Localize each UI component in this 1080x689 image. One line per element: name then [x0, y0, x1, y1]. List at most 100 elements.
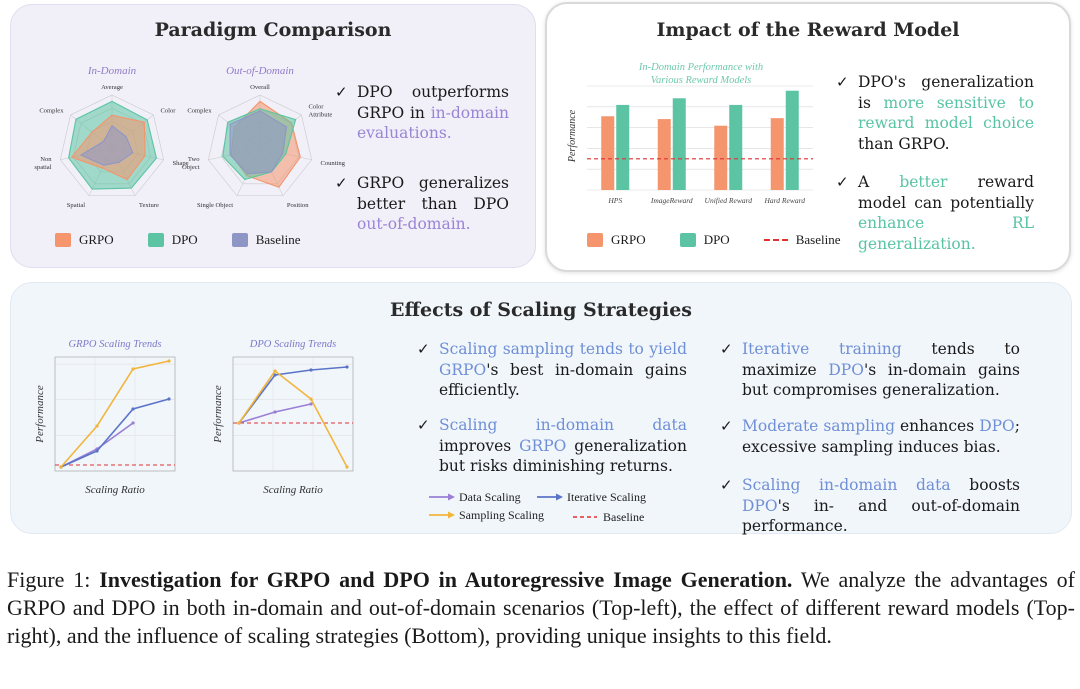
legend-label: GRPO — [611, 232, 646, 247]
line-chart-xlabel: Scaling Ratio — [85, 484, 145, 496]
bullet-highlight: Moderate sampling — [742, 417, 895, 435]
radar-grid-ring — [60, 94, 164, 197]
radar-axis-label-line: Texture — [139, 202, 159, 209]
bullet-highlight: Scaling in-domain data — [439, 416, 687, 434]
bullet-text: GRPO generalizes better than DPO — [357, 174, 509, 213]
bullet-text: improves — [439, 436, 520, 455]
caption-text: We analyze the advantages of GRPO and DP… — [7, 567, 1075, 648]
radar-axis-label-line: Shape — [172, 160, 188, 167]
grpo-scaling-chart: GRPO Scaling Trends Performance Scaling Ra… — [34, 339, 176, 496]
bullet-text: boosts — [950, 476, 1021, 494]
legend-label: Iterative Scaling — [567, 490, 646, 504]
line-point — [273, 373, 277, 377]
bullet-text: ; excessive sampling induces bias. — [742, 417, 1020, 456]
legend-arrow-icon — [448, 511, 455, 519]
line-point — [95, 424, 99, 428]
line-chart-ylabel: Performance — [34, 385, 46, 444]
radar-axis-label: Two Object — [182, 156, 200, 171]
paradigm-bullet-2: ✓ GRPO generalizes better than DPO out-o… — [335, 173, 509, 235]
reward-bullet-1: ✓ DPO's generalization is more sensitive… — [836, 72, 1034, 154]
line-chart-frame — [54, 356, 176, 472]
reward-bar-chart: In-Domain Performance with Various Rewar… — [567, 62, 813, 205]
bar-dpo-3 — [785, 90, 799, 190]
check-icon: ✓ — [720, 340, 733, 358]
radar-axis-label-line: Average — [101, 84, 123, 91]
radar-axis-label-line: Color — [308, 103, 324, 110]
radar-out-domain-title: Out-of-Domain — [226, 65, 294, 77]
paradigm-bullet-1: ✓ DPO outperforms GRPO in in-domain eval… — [335, 82, 509, 144]
line-chart-title: GRPO Scaling Trends — [69, 339, 162, 350]
bar-chart-marks: HPS ImageReward Unified Reward Hard Reward — [587, 90, 813, 205]
bullet-text: 's in- and out-of-domain performance. — [742, 496, 1020, 536]
radar-in-domain: Average Color Shape Texture Spatial Non spatia… — [34, 84, 188, 209]
line-point — [345, 365, 349, 369]
reward-model-panel: Impact of the Reward Model In-Domain Per… — [545, 2, 1071, 272]
line-chart-xlabel: Scaling Ratio — [263, 484, 323, 496]
line-series-data-scaling — [60, 422, 134, 468]
check-icon: ✓ — [335, 83, 348, 101]
line-point — [309, 368, 313, 372]
bullet-highlight: enhance RL generalization. — [858, 214, 1034, 253]
bullet-text: than GRPO. — [858, 134, 950, 153]
bar-chart-title-line2: Various Reward Models — [651, 75, 752, 86]
line-point — [131, 421, 135, 425]
bullet-highlight: in-domain evaluations. — [357, 103, 509, 143]
legend-swatch — [55, 233, 71, 247]
radar-axis-label: Complex — [187, 107, 212, 114]
bullet-highlight: better — [899, 173, 948, 191]
radar-axis-label-line: Complex — [39, 107, 64, 114]
bullet-text: DPO outperforms GRPO in — [357, 83, 509, 122]
reward-title: Impact of the Reward Model — [656, 19, 960, 41]
line-series-sampling-scaling — [238, 369, 348, 468]
legend-label: GRPO — [79, 232, 114, 247]
legend-baseline: Baseline — [763, 232, 840, 248]
scaling-bullet-4: ✓ Moderate sampling enhances DPO; excess… — [720, 416, 1020, 457]
line-series-sampling-scaling — [60, 360, 170, 468]
radar-axis-label-line: Overall — [250, 84, 270, 91]
radar-axis-label: Average — [101, 84, 123, 91]
radar-axis-label: Spatial — [67, 202, 85, 209]
check-icon: ✓ — [720, 476, 733, 494]
bar-category-label: Hard Reward — [764, 196, 806, 205]
dpo-scaling-chart: DPO Scaling Trends Performance Scaling Rat… — [212, 339, 354, 496]
legend-swatch — [587, 233, 603, 247]
bullet-highlight: GRPO — [439, 360, 487, 379]
radar-axis-label: Counting — [320, 160, 345, 167]
radar-axis-label-line: Counting — [320, 160, 345, 167]
check-icon: ✓ — [720, 417, 733, 435]
bar-category-label: HPS — [607, 196, 622, 205]
radar-axis-label-line: spatial — [34, 164, 51, 171]
radar-out-domain: Overall Color Attribute Counting Position Sin… — [182, 84, 345, 209]
radar-axis-label-line: Complex — [187, 107, 212, 114]
radar-axis-label-line: Spatial — [67, 202, 85, 209]
radar-series-baseline — [229, 110, 288, 175]
legend-grpo: GRPO — [55, 232, 114, 248]
legend-swatch — [679, 233, 696, 247]
legend-dpo: DPO — [147, 232, 198, 248]
radar-charts: In-Domain Out-of-Domain Average Color Shap… — [34, 65, 345, 209]
radar-axis-label: Texture — [139, 202, 159, 209]
bullet-text: tends to maximize — [742, 340, 1020, 379]
bar-grpo-1 — [657, 119, 671, 190]
caption-label: Figure 1: — [7, 567, 100, 592]
bar-chart-title-line1: In-Domain Performance with — [638, 62, 763, 73]
bullet-highlight: Scaling in-domain data — [742, 476, 951, 494]
legend-dpo: DPO — [679, 232, 730, 248]
legend-label: Baseline — [255, 232, 301, 247]
line-point — [273, 410, 277, 414]
radar-axis-label-line: Attribute — [308, 111, 332, 118]
bullet-highlight: GRPO — [519, 436, 567, 455]
legend-swatch — [231, 233, 248, 247]
line-point — [309, 402, 313, 406]
check-icon: ✓ — [836, 73, 849, 91]
bar-chart-ylabel: Performance — [567, 109, 578, 163]
bar-grpo-2 — [714, 125, 728, 190]
figure-caption: Figure 1: Investigation for GRPO and DPO… — [7, 566, 1075, 650]
radar-axis-label-line: Object — [182, 164, 200, 171]
legend-label: Sampling Scaling — [459, 508, 544, 522]
radar-axis-label: Position — [287, 202, 309, 209]
paradigm-legend: GRPO DPO Baseline — [55, 232, 334, 248]
line-point — [309, 397, 313, 401]
legend-baseline: Baseline — [231, 232, 301, 248]
bullet-text: reward model can potentially — [858, 173, 1034, 212]
